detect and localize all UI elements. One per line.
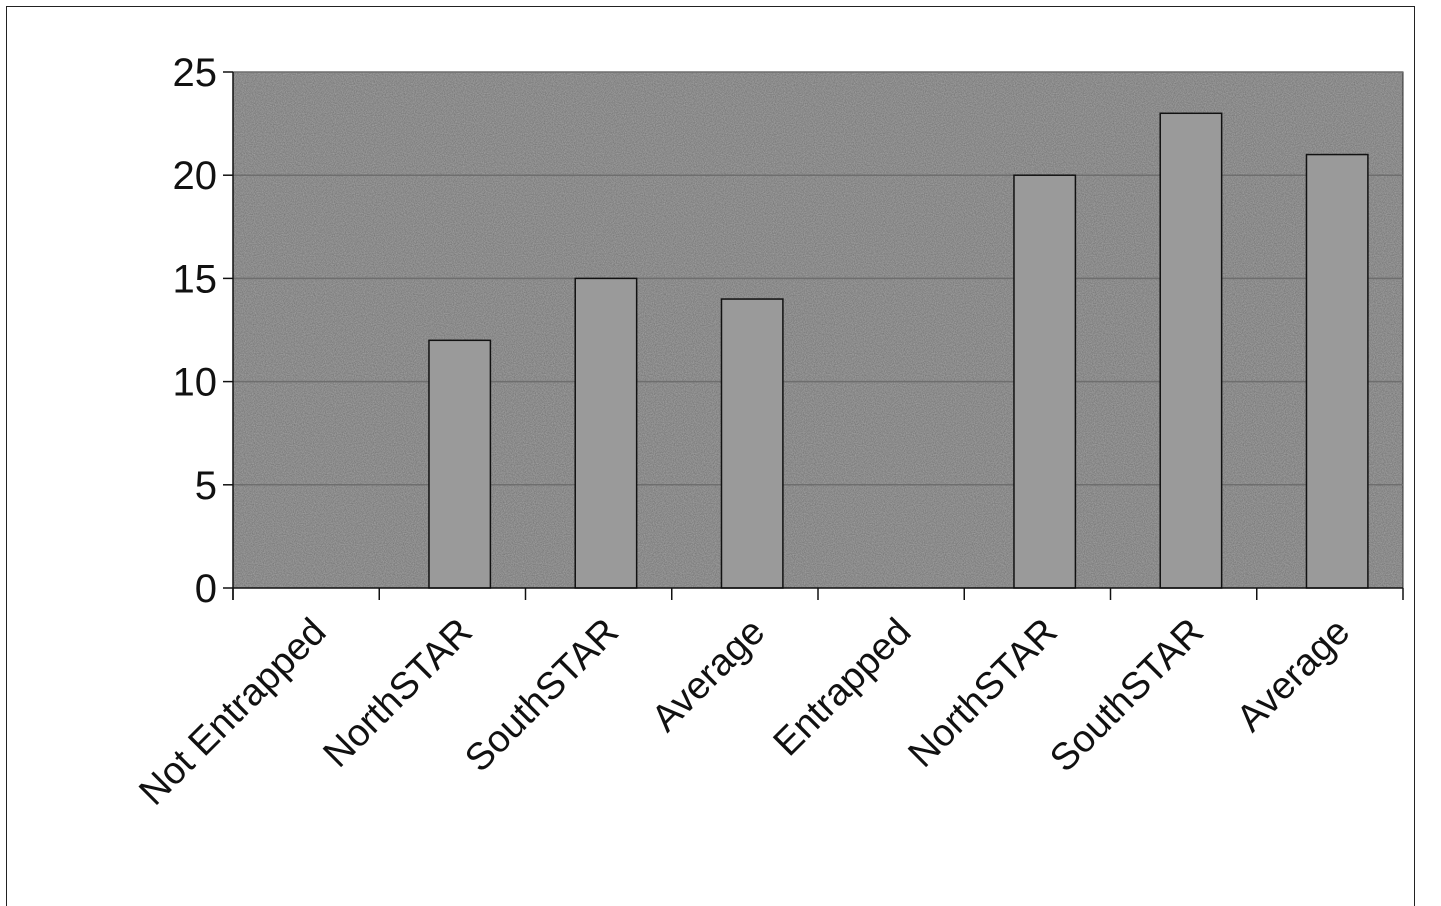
y-tick-label: 10 — [173, 361, 218, 405]
x-category-label: SouthSTAR — [1042, 611, 1212, 781]
y-tick-label: 25 — [173, 51, 218, 95]
y-tick-label: 5 — [195, 464, 217, 508]
bar-8 — [1305, 153, 1369, 589]
x-category-label: NorthSTAR — [901, 611, 1066, 776]
x-category-label: SouthSTAR — [457, 611, 627, 781]
x-category-label: Entrapped — [766, 611, 920, 765]
bar-7 — [1159, 112, 1223, 589]
bar-2 — [428, 339, 492, 589]
y-tick-label: 0 — [195, 567, 217, 611]
y-tick-label: 20 — [173, 154, 218, 198]
y-tick-label: 15 — [173, 257, 218, 301]
bar-3 — [574, 277, 638, 589]
bar-4 — [720, 298, 784, 589]
x-category-label: Not Entrapped — [131, 611, 334, 814]
x-category-label: Average — [1229, 611, 1358, 740]
x-category-label: Average — [644, 611, 773, 740]
x-category-label: NorthSTAR — [316, 611, 481, 776]
bar-6 — [1013, 174, 1077, 589]
plot-texture — [233, 72, 1403, 588]
chart-frame — [6, 6, 1415, 906]
